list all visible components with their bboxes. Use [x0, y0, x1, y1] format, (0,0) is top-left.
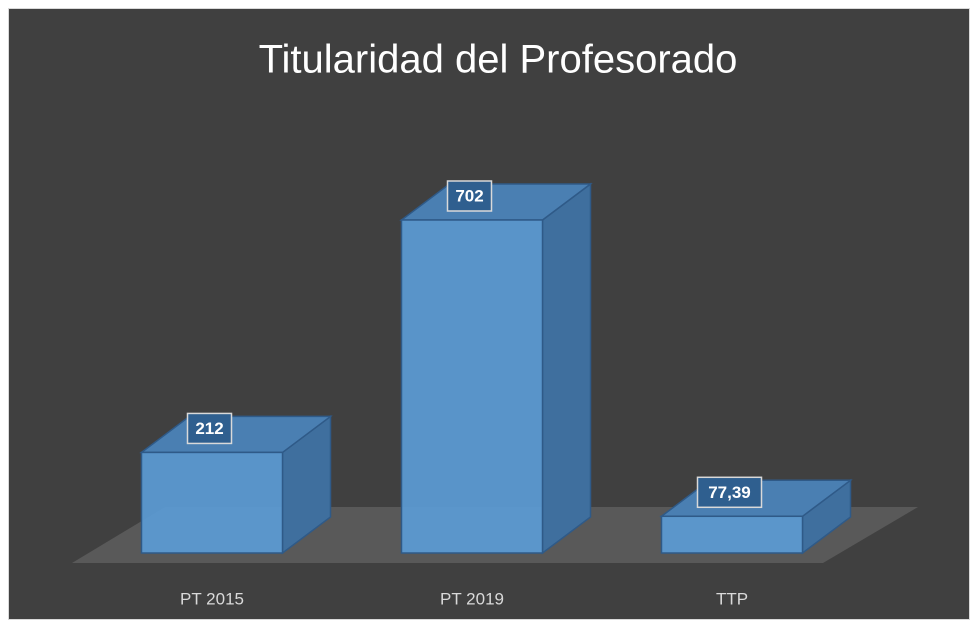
- bar-side: [541, 182, 592, 555]
- bar: [660, 515, 804, 554]
- data-label-box: [446, 180, 493, 212]
- data-label-box: [186, 412, 233, 445]
- bar: [140, 451, 284, 554]
- bar: [400, 219, 544, 554]
- x-tick-label: PT 2015: [180, 589, 244, 608]
- x-tick-label: PT 2019: [440, 589, 504, 608]
- data-label: 212: [195, 419, 223, 438]
- x-tick-label: TTP: [716, 589, 748, 608]
- chart-title: Titularidad del Profesorado: [259, 38, 738, 82]
- data-label-box: [696, 476, 763, 509]
- data-label: 77,39: [708, 483, 751, 502]
- data-label: 702: [455, 186, 483, 205]
